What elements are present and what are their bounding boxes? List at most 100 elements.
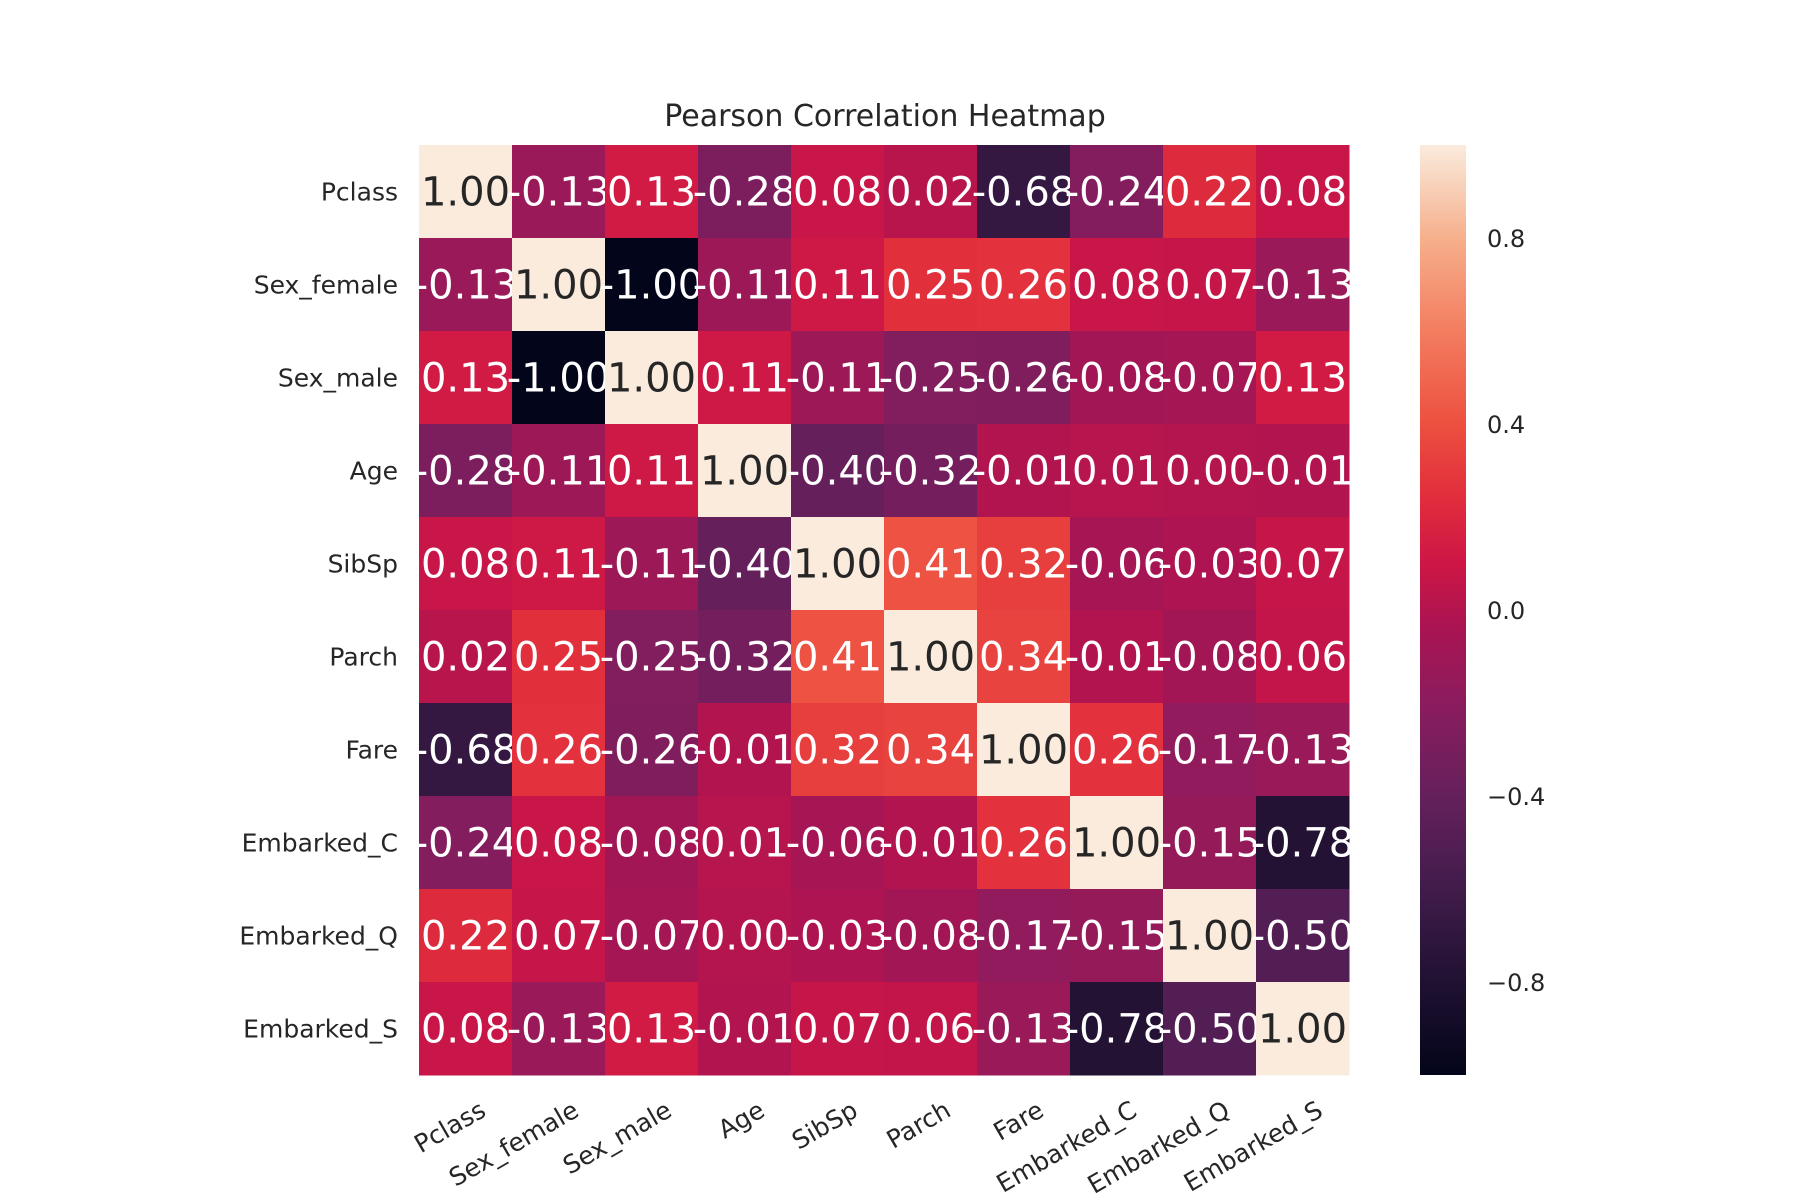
heatmap-cell xyxy=(791,982,885,1076)
cell-value-label: -0.78 xyxy=(1251,821,1355,867)
heatmap-cell xyxy=(512,145,606,239)
column-tick-label: SibSp xyxy=(787,1095,863,1155)
heatmap-cell xyxy=(512,238,606,332)
heatmap-cell xyxy=(605,238,699,332)
cell-value-label: 0.11 xyxy=(700,356,789,402)
heatmap-cell xyxy=(977,238,1071,332)
cell-value-label: -0.24 xyxy=(1065,170,1169,216)
cell-value-label: -0.01 xyxy=(693,728,797,774)
cell-value-label: 0.08 xyxy=(793,170,882,216)
cell-value-label: -0.15 xyxy=(1158,821,1262,867)
heatmap-cell xyxy=(1070,517,1164,611)
cell-value-label: -0.25 xyxy=(600,635,704,681)
heatmap-cell xyxy=(977,424,1071,518)
cell-value-label: 0.26 xyxy=(514,728,603,774)
cell-value-label: 1.00 xyxy=(1258,1007,1347,1053)
cell-value-label: 0.08 xyxy=(1258,170,1347,216)
cell-value-label: 0.26 xyxy=(979,263,1068,309)
cell-value-label: -0.08 xyxy=(600,821,704,867)
cell-value-label: 0.01 xyxy=(700,821,789,867)
heatmap-cell xyxy=(1256,145,1350,239)
cell-value-label: -0.50 xyxy=(1251,914,1355,960)
colorbar xyxy=(1420,145,1466,1075)
heatmap-cell xyxy=(419,703,513,797)
cell-value-label: -0.11 xyxy=(600,542,704,588)
heatmap-cell xyxy=(1163,238,1257,332)
row-tick-label: Embarked_S xyxy=(243,1015,398,1044)
heatmap-cell xyxy=(791,517,885,611)
cell-value-label: -0.01 xyxy=(1251,449,1355,495)
cell-value-label: 0.08 xyxy=(421,542,510,588)
cell-value-label: 0.11 xyxy=(607,449,696,495)
cell-value-label: -0.07 xyxy=(1158,356,1262,402)
heatmap-cell xyxy=(512,796,606,890)
heatmap-cell xyxy=(1256,424,1350,518)
heatmap-cell xyxy=(977,145,1071,239)
cell-value-label: 0.41 xyxy=(793,635,882,681)
heatmap-cell xyxy=(884,703,978,797)
heatmap-cell xyxy=(1070,796,1164,890)
heatmap-cell xyxy=(884,424,978,518)
heatmap-cell xyxy=(512,889,606,983)
column-tick-label: Parch xyxy=(882,1095,956,1154)
heatmap-cell xyxy=(884,517,978,611)
heatmap-cell xyxy=(512,331,606,425)
heatmap-cell xyxy=(977,889,1071,983)
heatmap-cell xyxy=(698,424,792,518)
heatmap-cell xyxy=(605,703,699,797)
heatmap-cell xyxy=(884,982,978,1076)
cell-value-label: 0.02 xyxy=(886,170,975,216)
heatmap-cell xyxy=(1163,517,1257,611)
row-tick-label: Fare xyxy=(345,736,398,765)
heatmap-cell xyxy=(791,145,885,239)
heatmap-cell xyxy=(419,517,513,611)
heatmap-cell xyxy=(698,331,792,425)
heatmap-cell xyxy=(1070,424,1164,518)
cell-value-label: -0.40 xyxy=(693,542,797,588)
heatmap-cell xyxy=(698,517,792,611)
cell-value-label: -1.00 xyxy=(600,263,704,309)
colorbar-tick-label: 0.0 xyxy=(1487,597,1525,625)
cell-value-label: 0.00 xyxy=(1165,449,1254,495)
heatmap-cell xyxy=(419,610,513,704)
heatmap-cell xyxy=(884,145,978,239)
heatmap-cell xyxy=(512,982,606,1076)
cell-value-label: -0.17 xyxy=(972,914,1076,960)
heatmap-cell xyxy=(605,796,699,890)
cell-value-label: 0.01 xyxy=(1072,449,1161,495)
cell-value-label: 0.25 xyxy=(514,635,603,681)
cell-value-label: -0.25 xyxy=(879,356,983,402)
cell-value-label: -0.01 xyxy=(879,821,983,867)
heatmap-cell xyxy=(419,796,513,890)
row-tick-label: Age xyxy=(350,457,398,486)
cell-value-label: -0.07 xyxy=(600,914,704,960)
heatmap-cell xyxy=(512,424,606,518)
heatmap-cell xyxy=(605,889,699,983)
row-tick-label: Embarked_Q xyxy=(239,922,398,951)
cell-value-label: -0.13 xyxy=(1251,263,1355,309)
heatmap-cell xyxy=(512,703,606,797)
cell-value-label: 0.07 xyxy=(793,1007,882,1053)
cell-value-label: -0.08 xyxy=(1158,635,1262,681)
cell-value-label: 1.00 xyxy=(514,263,603,309)
heatmap-cell xyxy=(977,517,1071,611)
cell-value-label: 0.07 xyxy=(1258,542,1347,588)
cell-value-label: -0.13 xyxy=(1251,728,1355,774)
cell-value-label: 1.00 xyxy=(793,542,882,588)
row-tick-label: Parch xyxy=(329,643,398,672)
heatmap-cell xyxy=(1256,796,1350,890)
heatmap-cell xyxy=(419,331,513,425)
heatmap-cell xyxy=(605,145,699,239)
cell-value-label: 0.41 xyxy=(886,542,975,588)
cell-value-label: 1.00 xyxy=(979,728,1068,774)
heatmap-cell xyxy=(1070,982,1164,1076)
heatmap-cell xyxy=(1163,610,1257,704)
cell-value-label: 0.06 xyxy=(886,1007,975,1053)
cell-value-label: -0.28 xyxy=(414,449,518,495)
cell-value-label: 0.08 xyxy=(421,1007,510,1053)
colorbar-tick-label: −0.8 xyxy=(1487,969,1545,997)
cell-value-label: 0.08 xyxy=(514,821,603,867)
heatmap-cell xyxy=(698,703,792,797)
